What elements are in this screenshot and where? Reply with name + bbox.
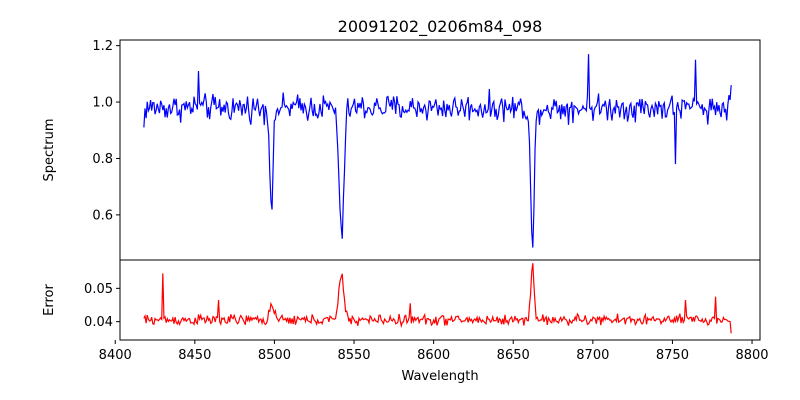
x-tick-label: 8600 xyxy=(417,348,450,363)
spectrum-y-tick-label: 0.8 xyxy=(92,152,113,167)
spectrum-y-tick-label: 0.6 xyxy=(92,208,113,223)
x-axis-label: Wavelength xyxy=(401,369,478,384)
x-tick-label: 8450 xyxy=(178,348,211,363)
spectrum-series-line xyxy=(143,54,732,248)
spectrum-panel: 0.6 0.8 1.0 1.2 Spectrum xyxy=(42,39,761,261)
x-tick-label: 8650 xyxy=(497,348,530,363)
x-tick-label: 8750 xyxy=(656,348,689,363)
error-axes-frame xyxy=(119,259,761,341)
spectrum-y-axis-label: Spectrum xyxy=(42,119,57,182)
error-series-line xyxy=(143,263,732,334)
error-panel: 0.04 0.05 Error xyxy=(42,259,761,341)
x-tick-label: 8550 xyxy=(337,348,370,363)
x-tick-label: 8400 xyxy=(99,348,132,363)
x-tick-label: 8800 xyxy=(735,348,768,363)
spectrum-y-tick-label: 1.2 xyxy=(92,39,113,54)
x-tick-label: 8500 xyxy=(258,348,291,363)
spectrum-axes-frame xyxy=(119,39,761,261)
error-y-tick-label: 0.05 xyxy=(84,282,113,297)
spectrum-y-tick-label: 1.0 xyxy=(92,96,113,111)
error-y-axis-label: Error xyxy=(42,284,57,316)
x-tick-label: 8700 xyxy=(576,348,609,363)
chart-title: 20091202_0206m84_098 xyxy=(338,17,543,37)
error-y-tick-label: 0.04 xyxy=(84,315,113,330)
